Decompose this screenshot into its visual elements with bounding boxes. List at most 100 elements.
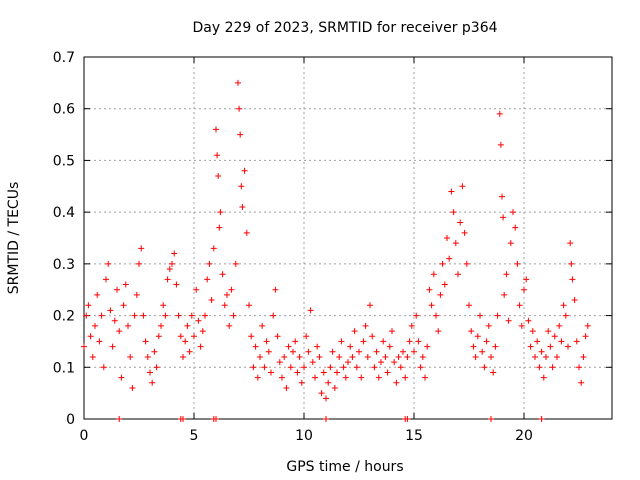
data-point xyxy=(131,312,138,319)
data-points xyxy=(81,79,591,422)
data-point xyxy=(457,219,464,226)
data-point xyxy=(89,353,96,360)
data-point xyxy=(463,260,470,267)
data-point xyxy=(479,348,486,355)
data-point xyxy=(296,353,303,360)
data-point xyxy=(158,322,164,329)
data-point xyxy=(224,291,230,298)
data-point xyxy=(94,291,101,298)
data-point xyxy=(138,245,145,252)
y-tick-label: 0 xyxy=(66,412,75,428)
data-point xyxy=(503,271,510,278)
data-point xyxy=(237,131,244,138)
data-point xyxy=(545,328,552,335)
y-axis-label: SRMTID / TECUs xyxy=(6,182,22,295)
data-point xyxy=(129,384,136,391)
data-point xyxy=(287,364,294,371)
data-point xyxy=(188,312,195,319)
data-point xyxy=(386,343,393,350)
data-point xyxy=(444,235,450,241)
data-point xyxy=(323,395,329,402)
data-point xyxy=(149,379,156,386)
data-point xyxy=(162,312,169,319)
data-point xyxy=(246,302,252,309)
data-point xyxy=(263,338,270,345)
data-point xyxy=(250,364,257,371)
data-point xyxy=(133,291,140,298)
data-point xyxy=(298,379,305,386)
data-point xyxy=(369,333,376,340)
data-point xyxy=(206,260,213,267)
data-point xyxy=(415,338,422,345)
data-point xyxy=(312,374,318,381)
data-point xyxy=(393,379,400,386)
data-point xyxy=(433,312,439,319)
y-tick-label: 0.2 xyxy=(53,309,75,325)
data-point xyxy=(197,343,204,350)
data-point xyxy=(100,364,107,371)
data-point xyxy=(364,353,371,360)
data-point xyxy=(214,152,221,159)
data-point xyxy=(217,209,224,216)
grid xyxy=(84,57,612,419)
data-point xyxy=(500,214,507,221)
data-point xyxy=(111,317,118,324)
data-point xyxy=(382,353,389,360)
data-point xyxy=(92,322,98,329)
data-point xyxy=(340,364,347,371)
data-point xyxy=(494,312,501,319)
data-point xyxy=(439,260,446,267)
plot-frame xyxy=(83,56,613,420)
data-point xyxy=(87,333,94,340)
data-point xyxy=(116,328,123,335)
data-point xyxy=(83,312,90,319)
data-point xyxy=(329,348,336,355)
data-point xyxy=(353,364,360,371)
data-point xyxy=(213,416,219,422)
data-point xyxy=(268,369,274,376)
data-point xyxy=(125,322,131,329)
y-tick-label: 0.3 xyxy=(53,257,75,273)
data-point xyxy=(235,79,241,86)
data-point xyxy=(285,343,292,350)
data-point xyxy=(430,271,437,278)
data-point xyxy=(455,271,461,278)
data-point xyxy=(529,328,536,335)
data-point xyxy=(103,276,109,283)
data-point xyxy=(303,333,310,340)
data-point xyxy=(226,322,233,329)
data-point xyxy=(514,260,521,267)
data-point xyxy=(261,364,268,371)
data-point xyxy=(562,312,569,319)
data-point xyxy=(466,302,472,309)
data-point xyxy=(96,338,103,345)
y-tick-label: 0.7 xyxy=(53,50,75,66)
data-point xyxy=(307,307,314,314)
data-point xyxy=(331,384,338,391)
data-point xyxy=(236,105,243,112)
data-point xyxy=(228,286,235,293)
data-point xyxy=(265,348,272,355)
data-point xyxy=(389,328,395,335)
data-point xyxy=(254,374,261,381)
data-point xyxy=(248,333,255,340)
data-point xyxy=(169,260,175,267)
data-point xyxy=(485,322,492,329)
data-point xyxy=(536,364,543,371)
data-point xyxy=(516,302,523,309)
data-point xyxy=(380,338,387,345)
data-point xyxy=(565,343,571,350)
data-point xyxy=(404,416,411,422)
x-tick-label: 10 xyxy=(295,428,313,444)
data-point xyxy=(232,260,239,267)
data-point xyxy=(554,353,560,360)
data-point xyxy=(459,183,466,190)
data-point xyxy=(501,291,508,298)
data-point xyxy=(527,343,534,350)
data-point xyxy=(281,353,288,360)
data-point xyxy=(195,317,202,324)
data-point xyxy=(534,338,541,345)
data-point xyxy=(391,359,398,366)
data-point xyxy=(210,245,217,252)
